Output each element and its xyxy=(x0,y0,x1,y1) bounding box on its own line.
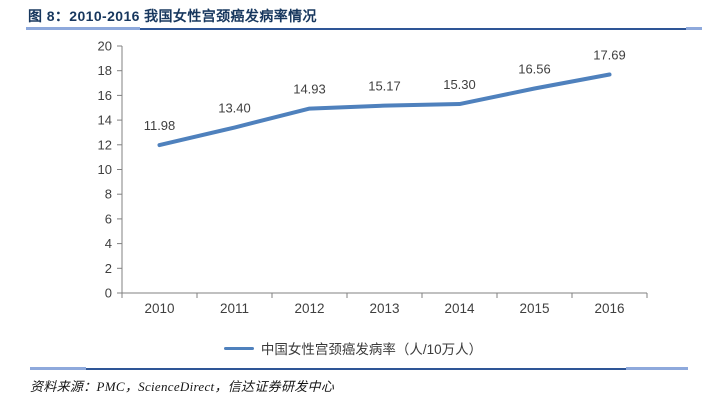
x-tick-label: 2012 xyxy=(294,301,324,316)
source-text: 资料来源：PMC，ScienceDirect，信达证券研发中心 xyxy=(30,379,335,394)
chart-legend: 中国女性宫颈癌发病率（人/10万人） xyxy=(0,339,706,357)
x-tick-label: 2015 xyxy=(519,301,549,316)
y-tick-label: 18 xyxy=(98,63,112,78)
x-tick-label: 2013 xyxy=(369,301,399,316)
x-tick-label: 2014 xyxy=(444,301,475,316)
y-tick-label: 2 xyxy=(105,261,112,276)
data-label: 15.17 xyxy=(368,79,401,94)
figure-title: 图 8：2010-2016 我国女性宫颈癌发病率情况 xyxy=(28,8,317,24)
y-tick-label: 6 xyxy=(105,211,112,226)
divider-endcap-right xyxy=(626,367,688,370)
data-label: 16.56 xyxy=(518,61,551,76)
data-label: 14.93 xyxy=(293,82,326,97)
divider-endcap-left xyxy=(26,27,140,30)
y-tick-label: 8 xyxy=(105,187,112,202)
line-chart: 0 2 4 6 8 10 12 14 16 18 20 2010 2011 2012 2013 2014 201… xyxy=(98,39,648,316)
data-label: 13.40 xyxy=(218,101,251,116)
data-label: 17.69 xyxy=(593,48,626,63)
source-divider xyxy=(30,367,688,370)
divider-endcap-right xyxy=(686,27,702,30)
x-tick-label: 2011 xyxy=(220,301,249,316)
legend-line-marker xyxy=(223,346,254,350)
data-label: 15.30 xyxy=(443,77,476,92)
y-tick-label: 12 xyxy=(98,137,112,152)
divider-endcap-left xyxy=(30,367,86,370)
legend-label: 中国女性宫颈癌发病率（人/10万人） xyxy=(260,342,483,357)
y-tick-label: 4 xyxy=(105,236,112,251)
title-divider xyxy=(26,27,702,30)
x-tick-label: 2016 xyxy=(594,301,624,316)
x-tick-label: 2010 xyxy=(144,301,174,316)
y-tick-label: 10 xyxy=(98,162,112,177)
y-tick-label: 20 xyxy=(98,39,112,54)
y-tick-label: 0 xyxy=(105,286,112,301)
y-tick-label: 14 xyxy=(98,113,112,128)
series-line xyxy=(157,72,612,148)
data-label: 11.98 xyxy=(144,118,176,133)
y-tick-label: 16 xyxy=(98,88,112,103)
